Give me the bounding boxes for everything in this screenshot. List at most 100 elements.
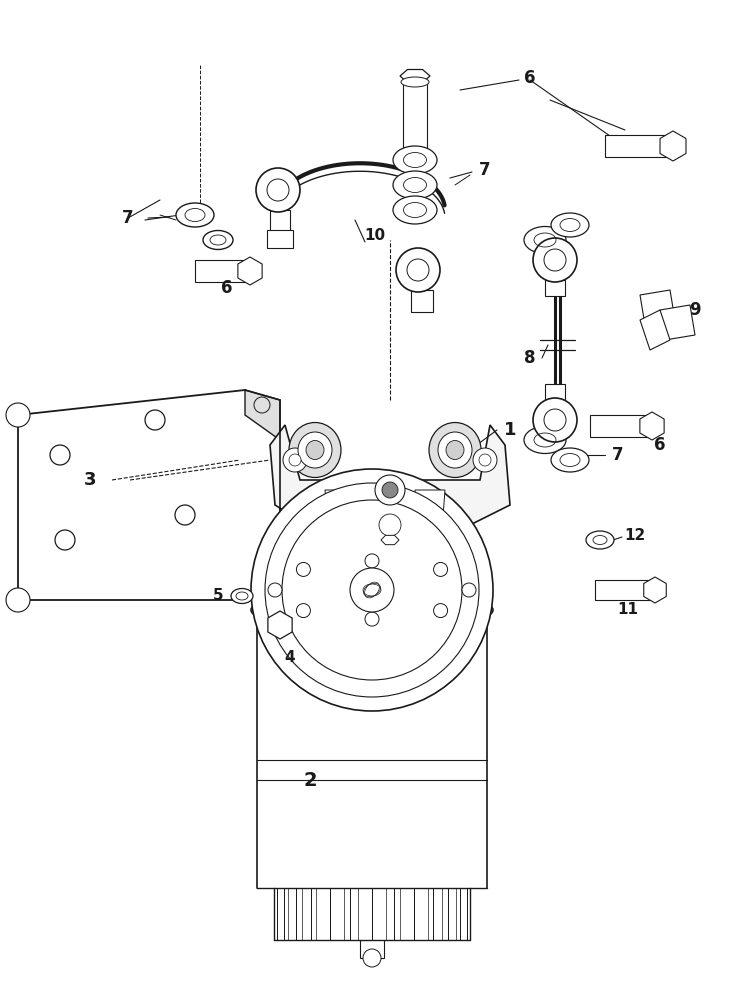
- Text: 3: 3: [84, 471, 96, 489]
- Bar: [590, 415, 652, 437]
- Polygon shape: [467, 888, 469, 940]
- Ellipse shape: [393, 171, 437, 199]
- Ellipse shape: [393, 146, 437, 174]
- Text: 7: 7: [612, 446, 623, 464]
- Circle shape: [479, 454, 491, 466]
- Polygon shape: [640, 310, 670, 350]
- Text: 6: 6: [221, 279, 233, 297]
- Polygon shape: [238, 257, 262, 285]
- Circle shape: [289, 454, 301, 466]
- Ellipse shape: [176, 203, 214, 227]
- Ellipse shape: [306, 440, 324, 460]
- Circle shape: [282, 500, 462, 680]
- Circle shape: [256, 168, 300, 212]
- Text: 6: 6: [654, 436, 666, 454]
- Ellipse shape: [298, 432, 332, 468]
- Circle shape: [533, 398, 577, 442]
- Polygon shape: [18, 390, 280, 600]
- Polygon shape: [381, 535, 399, 545]
- Text: 9: 9: [689, 301, 701, 319]
- Polygon shape: [372, 888, 394, 940]
- Polygon shape: [270, 425, 510, 530]
- Bar: [595, 580, 655, 600]
- Circle shape: [473, 448, 497, 472]
- Polygon shape: [660, 305, 695, 340]
- Bar: [411, 290, 433, 312]
- Text: 8: 8: [525, 349, 536, 367]
- Circle shape: [283, 448, 307, 472]
- Polygon shape: [400, 70, 430, 82]
- Text: 12: 12: [624, 528, 646, 542]
- Polygon shape: [350, 888, 372, 940]
- Circle shape: [379, 514, 401, 536]
- Polygon shape: [325, 490, 355, 530]
- Ellipse shape: [231, 588, 253, 603]
- Text: 2: 2: [304, 770, 317, 790]
- Bar: [195, 260, 250, 282]
- Ellipse shape: [401, 77, 429, 87]
- Bar: [270, 210, 290, 232]
- Text: 4: 4: [285, 650, 295, 666]
- Bar: [545, 280, 565, 296]
- Polygon shape: [644, 577, 667, 603]
- Circle shape: [462, 583, 476, 597]
- Polygon shape: [268, 611, 292, 639]
- Polygon shape: [295, 888, 311, 940]
- Circle shape: [268, 583, 282, 597]
- Polygon shape: [640, 290, 675, 325]
- Polygon shape: [284, 888, 295, 940]
- Polygon shape: [311, 888, 330, 940]
- Circle shape: [296, 562, 310, 576]
- Ellipse shape: [551, 448, 589, 472]
- Polygon shape: [288, 620, 332, 630]
- Circle shape: [363, 949, 381, 967]
- Text: 10: 10: [365, 228, 385, 242]
- Circle shape: [365, 612, 379, 626]
- Ellipse shape: [586, 531, 614, 549]
- Circle shape: [350, 568, 394, 612]
- Circle shape: [382, 482, 398, 498]
- Circle shape: [434, 562, 448, 576]
- Polygon shape: [415, 490, 445, 530]
- Circle shape: [375, 475, 405, 505]
- Ellipse shape: [438, 432, 472, 468]
- Polygon shape: [394, 888, 414, 940]
- Polygon shape: [277, 888, 284, 940]
- Ellipse shape: [393, 196, 437, 224]
- Polygon shape: [460, 888, 467, 940]
- Ellipse shape: [257, 592, 487, 628]
- Ellipse shape: [446, 440, 464, 460]
- Bar: [605, 135, 673, 157]
- Polygon shape: [245, 390, 280, 440]
- Text: 7: 7: [479, 161, 491, 179]
- Circle shape: [6, 588, 30, 612]
- Circle shape: [434, 604, 448, 618]
- Ellipse shape: [429, 422, 481, 478]
- Text: 7: 7: [122, 209, 134, 227]
- Circle shape: [265, 483, 479, 697]
- Circle shape: [296, 604, 310, 618]
- Circle shape: [365, 554, 379, 568]
- Polygon shape: [433, 888, 449, 940]
- Bar: [360, 938, 384, 958]
- Bar: [403, 82, 427, 157]
- Text: 6: 6: [525, 69, 536, 87]
- Circle shape: [533, 238, 577, 282]
- Bar: [545, 384, 565, 400]
- Circle shape: [396, 248, 440, 292]
- Text: 5: 5: [213, 587, 223, 602]
- Bar: [267, 230, 293, 248]
- Circle shape: [6, 403, 30, 427]
- Polygon shape: [414, 888, 433, 940]
- Polygon shape: [330, 888, 350, 940]
- Polygon shape: [275, 888, 277, 940]
- Text: 11: 11: [618, 602, 638, 617]
- Text: 1: 1: [504, 421, 516, 439]
- Circle shape: [370, 505, 410, 545]
- Ellipse shape: [524, 426, 566, 454]
- Polygon shape: [449, 888, 460, 940]
- Ellipse shape: [203, 231, 233, 249]
- Ellipse shape: [551, 213, 589, 237]
- Ellipse shape: [289, 422, 341, 478]
- Circle shape: [251, 469, 493, 711]
